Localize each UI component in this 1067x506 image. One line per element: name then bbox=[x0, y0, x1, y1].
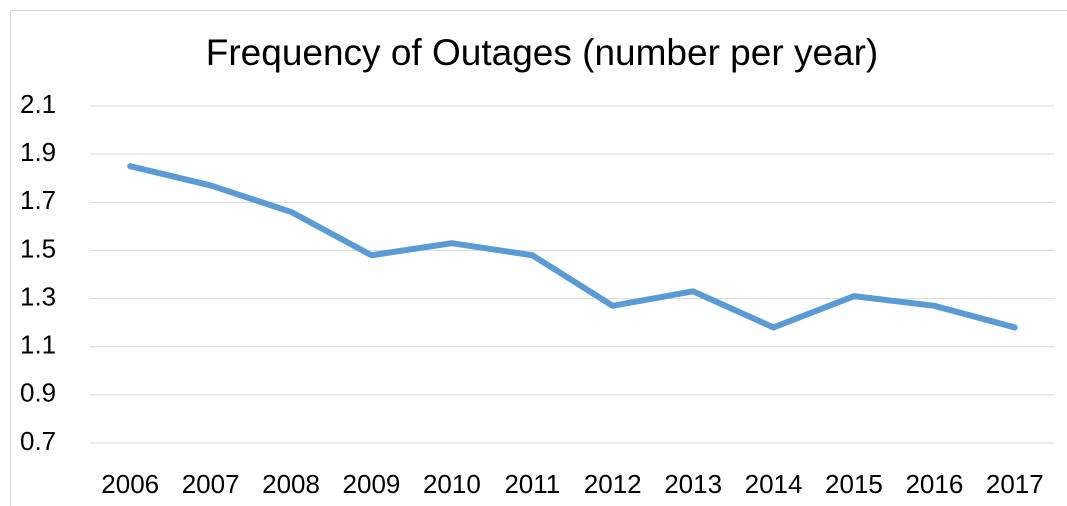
x-tick-label: 2009 bbox=[343, 469, 401, 499]
x-tick-label: 2011 bbox=[504, 469, 560, 499]
x-tick-label: 2014 bbox=[745, 469, 803, 499]
x-tick-label: 2013 bbox=[664, 469, 722, 499]
x-tick-label: 2010 bbox=[423, 469, 481, 499]
data-line bbox=[127, 163, 1018, 331]
x-tick-label: 2017 bbox=[986, 469, 1044, 499]
x-tick-label: 2012 bbox=[584, 469, 642, 499]
x-tick-label: 2008 bbox=[262, 469, 320, 499]
y-tick-label: 1.7 bbox=[20, 185, 56, 215]
x-tick-label: 2007 bbox=[182, 469, 240, 499]
y-tick-label: 1.3 bbox=[20, 281, 56, 311]
y-tick-label: 1.5 bbox=[20, 233, 56, 263]
x-tick-label: 2015 bbox=[825, 469, 883, 499]
y-tick-label: 2.1 bbox=[20, 89, 56, 119]
x-tick-label: 2016 bbox=[905, 469, 963, 499]
y-tick-label: 1.9 bbox=[20, 137, 56, 167]
y-tick-label: 0.7 bbox=[20, 426, 56, 456]
x-tick-label: 2006 bbox=[101, 469, 159, 499]
y-tick-label: 1.1 bbox=[20, 330, 56, 360]
y-tick-label: 0.9 bbox=[20, 378, 56, 408]
chart-title: Frequency of Outages (number per year) bbox=[206, 32, 879, 73]
